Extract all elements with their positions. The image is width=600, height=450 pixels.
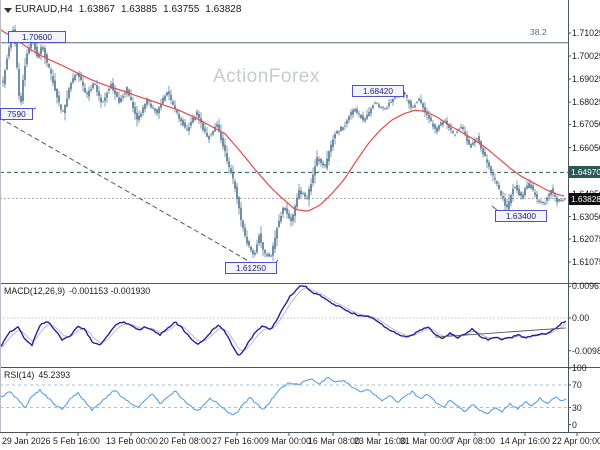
rsi-indicator-value: 45.2393 <box>38 370 71 380</box>
ohlc-close: 1.63828 <box>205 4 242 15</box>
chart-dropdown-icon[interactable] <box>4 8 12 13</box>
ohlc-low: 1.63755 <box>163 4 200 15</box>
chart-header: EURAUD,H4 1.63867 1.63885 1.63755 1.63828 <box>15 4 247 15</box>
rsi-panel-title: RSI(14) 45.2393 <box>4 370 74 380</box>
macd-panel-title: MACD(12,26,9) -0.001153 -0.001930 <box>4 286 154 296</box>
macd-indicator-values: -0.001153 -0.001930 <box>69 286 151 296</box>
macd-indicator-name: MACD(12,26,9) <box>4 286 66 296</box>
ohlc-high: 1.63885 <box>120 4 158 15</box>
symbol-timeframe: EURAUD,H4 <box>15 4 73 15</box>
ohlc-open: 1.63867 <box>78 4 115 15</box>
watermark: ActionForex <box>213 66 320 87</box>
rsi-indicator-name: RSI(14) <box>4 370 35 380</box>
